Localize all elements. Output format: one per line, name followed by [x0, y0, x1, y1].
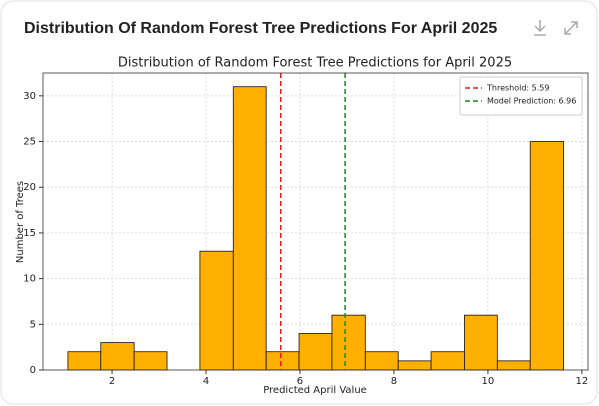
- download-icon[interactable]: [534, 20, 546, 36]
- x-tick-label: 6: [297, 376, 303, 387]
- bar: [430, 351, 465, 371]
- bar: [265, 351, 300, 371]
- chart-title: Distribution of Random Forest Tree Predi…: [118, 56, 512, 71]
- y-tick-label: 25: [23, 137, 36, 148]
- expand-icon[interactable]: [564, 21, 578, 35]
- bar: [199, 250, 234, 371]
- bar: [331, 314, 366, 371]
- y-tick-label: 15: [23, 228, 36, 239]
- bar: [298, 333, 333, 371]
- y-tick-label: 30: [23, 91, 36, 102]
- download-button[interactable]: [534, 20, 546, 36]
- legend-label: Model Prediction: 6.96: [487, 97, 576, 106]
- x-tick-label: 10: [482, 376, 495, 387]
- bar: [67, 351, 102, 371]
- x-tick-label: 8: [391, 376, 397, 387]
- y-tick-label: 20: [23, 182, 36, 193]
- x-tick-label: 4: [203, 376, 209, 387]
- bar: [464, 314, 498, 371]
- bar: [397, 360, 432, 371]
- bar: [133, 351, 168, 371]
- expand-button[interactable]: [564, 21, 578, 35]
- bar: [529, 141, 564, 371]
- axes-frame: [42, 72, 589, 371]
- legend-label: Threshold: 5.59: [486, 84, 549, 93]
- x-tick-label: 12: [576, 376, 589, 387]
- y-axis-label: Number of Trees: [15, 181, 26, 263]
- card-title: Distribution Of Random Forest Tree Predi…: [24, 20, 497, 37]
- legend-box: [459, 76, 583, 116]
- bar: [232, 86, 267, 371]
- bar: [100, 342, 135, 371]
- bar: [496, 360, 531, 371]
- x-tick-label: 2: [109, 376, 115, 387]
- y-tick-label: 10: [23, 274, 36, 285]
- y-tick-label: 5: [30, 319, 36, 330]
- y-tick-label: 0: [30, 365, 36, 376]
- bar: [364, 351, 399, 371]
- x-axis-label: Predicted April Value: [263, 385, 367, 396]
